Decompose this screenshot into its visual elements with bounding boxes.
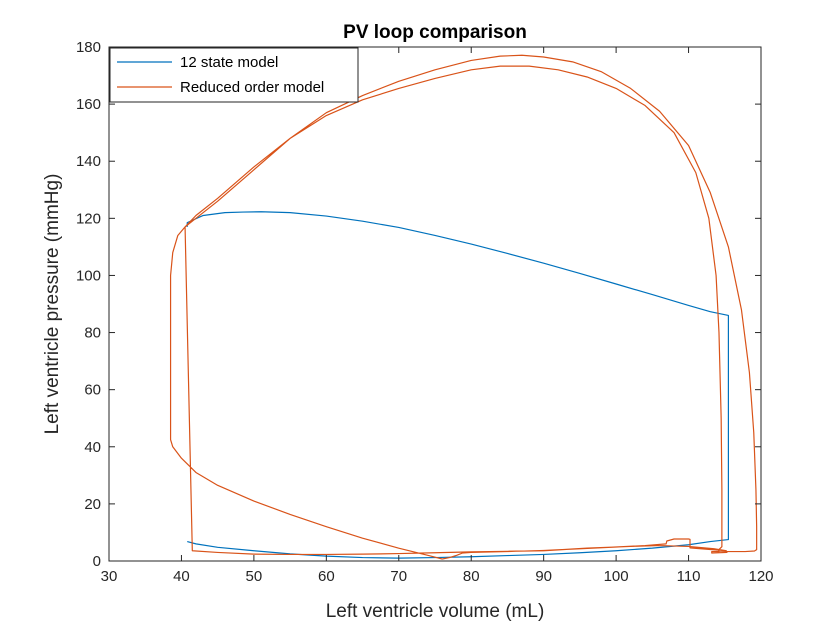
x-tick-label-9: 120	[748, 568, 773, 585]
y-tick-label-4: 80	[84, 325, 101, 342]
x-tick-label-2: 50	[246, 568, 263, 585]
plot-area	[109, 47, 761, 561]
y-axis-label: Left ventricle pressure (mmHg)	[42, 174, 63, 435]
series-layer	[169, 54, 758, 560]
y-tick-label-0: 0	[93, 553, 101, 570]
x-tick-label-7: 100	[604, 568, 629, 585]
series-line-1	[169, 54, 758, 560]
y-tick-label-7: 140	[76, 153, 101, 170]
x-tick-label-3: 60	[318, 568, 335, 585]
axes-box	[108, 46, 762, 562]
x-tick-label-8: 110	[677, 568, 701, 585]
x-tick-label-6: 90	[535, 568, 552, 585]
y-tick-label-1: 20	[84, 496, 101, 513]
legend-box	[109, 47, 359, 103]
y-tick-label-9: 180	[76, 39, 101, 56]
legend: 12 state model Reduced order model	[109, 47, 359, 103]
x-tick-label-5: 80	[463, 568, 480, 585]
x-tick-label-1: 40	[173, 568, 190, 585]
legend-label-reduced-order-model: Reduced order model	[180, 79, 324, 96]
x-axis-label: Left ventricle volume (mL)	[326, 601, 545, 622]
chart-title: PV loop comparison	[343, 22, 527, 43]
y-tick-label-6: 120	[76, 210, 101, 227]
legend-label-12-state-model: 12 state model	[180, 54, 278, 71]
y-tick-label-2: 40	[84, 439, 101, 456]
y-tick-label-8: 160	[76, 96, 101, 113]
x-tick-label-0: 30	[101, 568, 118, 585]
ticks-layer: 30 40 50 60 70 80 90 100 110 120 0 20 40 60 80 100 120 14…	[76, 39, 774, 585]
y-tick-label-3: 60	[84, 382, 101, 399]
x-tick-label-4: 70	[390, 568, 407, 585]
y-tick-label-5: 100	[76, 267, 101, 284]
series-line-0	[186, 211, 730, 559]
